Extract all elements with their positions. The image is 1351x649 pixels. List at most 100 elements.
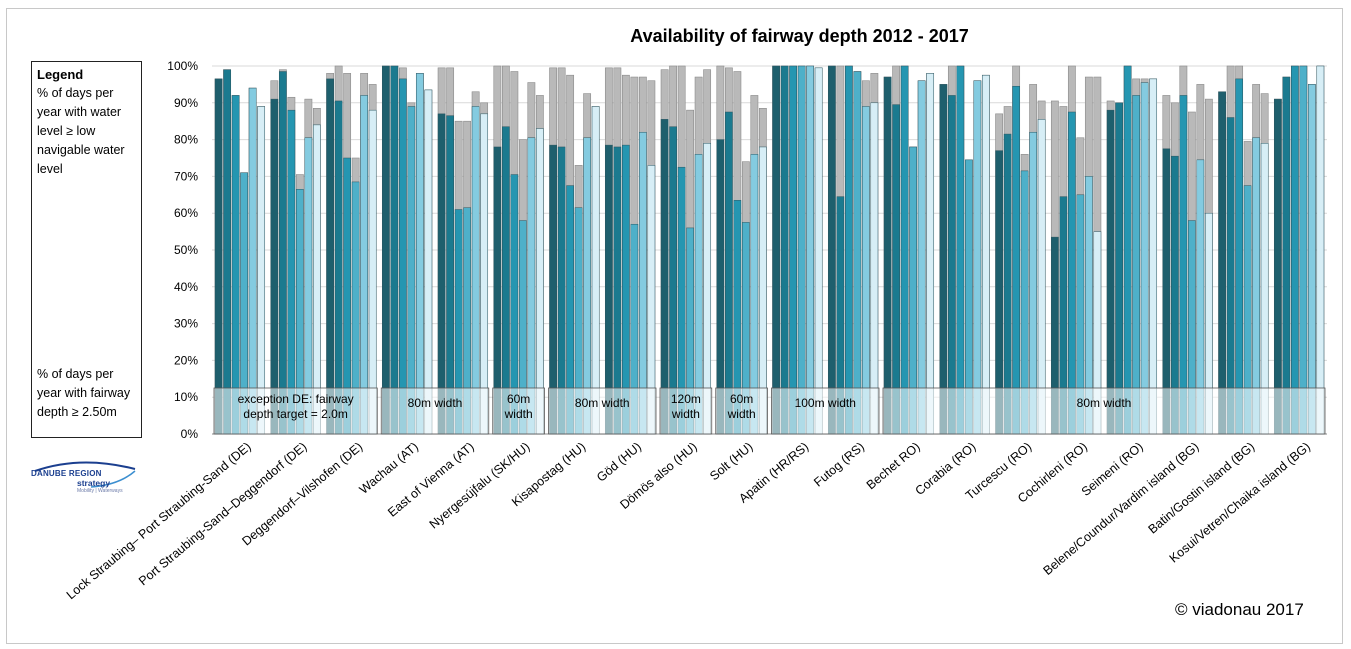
fairway-depth-bar — [1123, 65, 1132, 435]
fairway-depth-bar — [1235, 78, 1243, 435]
fairway-depth-bar — [892, 104, 900, 435]
fairway-depth-bar — [437, 113, 446, 435]
fairway-depth-bar — [1149, 78, 1157, 435]
fairway-depth-bar — [883, 76, 892, 435]
width-annotation-text: depth target = 2.0m — [243, 407, 347, 421]
fairway-depth-bar — [797, 65, 806, 435]
fairway-depth-bar — [360, 95, 368, 435]
width-annotation-text: width — [671, 407, 700, 421]
fairway-depth-bar — [248, 87, 257, 435]
fairway-depth-bar — [368, 109, 377, 435]
chart-frame — [6, 8, 1343, 644]
width-annotation-text: 80m width — [1077, 396, 1132, 410]
y-tick-label: 0% — [181, 427, 199, 441]
legend-box: Legend % of days per year with water lev… — [31, 61, 142, 438]
fairway-depth-bar — [939, 84, 948, 435]
chart-title: Availability of fairway depth 2012 - 201… — [630, 26, 968, 46]
fairway-depth-bar — [1037, 119, 1046, 435]
width-annotation-box — [213, 387, 378, 435]
fairway-depth-bar — [806, 65, 814, 435]
width-annotation-box — [771, 387, 880, 435]
width-annotation-box — [659, 387, 713, 435]
fairway-depth-bar — [973, 80, 982, 435]
fairway-depth-bar — [1115, 102, 1123, 435]
y-tick-label: 20% — [174, 353, 198, 367]
fairway-depth-bar — [424, 89, 433, 435]
fairway-depth-bar — [862, 106, 870, 435]
fairway-depth-bar — [399, 78, 407, 435]
width-annotation-box — [548, 387, 657, 435]
fairway-depth-bar — [416, 73, 424, 435]
fairway-depth-bar — [853, 71, 862, 435]
x-tick-label: Futog (RS) — [811, 440, 867, 490]
width-annotation-box — [882, 387, 1326, 435]
width-annotation-text: exception DE: fairway — [238, 392, 354, 406]
width-annotation-text: 60m — [507, 392, 530, 406]
legend-title: Legend — [37, 67, 84, 82]
fairway-depth-bar — [982, 74, 990, 435]
fairway-depth-bar — [270, 98, 279, 435]
logo-text-tagline: Mobility | Waterways — [77, 488, 123, 494]
fairway-depth-bar — [326, 78, 334, 435]
fairway-depth-bar — [948, 95, 956, 435]
y-tick-label: 100% — [167, 59, 198, 73]
fairway-depth-bar — [1226, 117, 1235, 435]
fairway-depth-bar — [917, 80, 926, 435]
x-tick-label: Göd (HU) — [594, 440, 644, 485]
fairway-depth-bar — [591, 106, 600, 435]
x-tick-label: Batin/Gostin island (BG) — [1146, 440, 1258, 537]
fairway-depth-bar — [257, 106, 265, 435]
fairway-depth-bar — [1179, 95, 1188, 435]
y-tick-label: 90% — [174, 96, 198, 110]
y-tick-label: 10% — [174, 390, 198, 404]
fairway-depth-bar — [1106, 109, 1115, 435]
fairway-depth-bar — [1132, 95, 1140, 435]
danube-region-logo: DANUBE REGION strategy Mobility | Waterw… — [31, 457, 141, 501]
fairway-depth-bar — [780, 65, 789, 435]
width-annotation-text: 80m width — [408, 396, 463, 410]
width-annotation-text: width — [727, 407, 756, 421]
x-tick-label: Nyergesújfalu (SK/HU) — [427, 440, 533, 532]
fairway-depth-bar — [287, 109, 296, 435]
fairway-depth-bar — [334, 100, 343, 435]
y-tick-label: 30% — [174, 317, 198, 331]
fairway-depth-bar — [789, 65, 797, 435]
fairway-depth-bar — [660, 119, 669, 435]
y-tick-label: 70% — [174, 169, 198, 183]
width-annotation-text: width — [504, 407, 533, 421]
fairway-depth-bar — [382, 65, 390, 435]
fairway-depth-bar — [279, 71, 287, 435]
width-annotation-text: 80m width — [575, 396, 630, 410]
fairway-depth-bar — [390, 65, 399, 435]
fairway-depth-bar — [1140, 82, 1149, 435]
fairway-depth-bar — [1282, 76, 1291, 435]
fairway-depth-bar — [223, 69, 231, 435]
fairway-depth-bar — [900, 65, 909, 435]
fairway-depth-bar — [480, 113, 488, 435]
logo-swoosh-icon — [34, 461, 136, 488]
fairway-depth-bar — [471, 106, 480, 435]
fairway-depth-bar — [845, 65, 853, 435]
fairway-depth-bar — [828, 65, 836, 435]
fairway-depth-bar — [772, 65, 780, 435]
width-annotation-text: 60m — [730, 392, 753, 406]
fairway-depth-bar — [1291, 65, 1299, 435]
logo-text-region: DANUBE REGION — [31, 469, 102, 478]
fairway-depth-bar — [1308, 84, 1316, 435]
width-annotation-box — [380, 387, 490, 435]
legend-fairway-text: % of days per year with fairway depth ≥ … — [37, 367, 131, 419]
fairway-depth-bar — [1012, 85, 1020, 435]
fairway-depth-bar — [446, 115, 454, 435]
y-tick-label: 50% — [174, 243, 198, 257]
fairway-depth-bar — [214, 78, 223, 435]
copyright-text: © viadonau 2017 — [1175, 600, 1304, 619]
fairway-depth-bar — [814, 67, 823, 435]
fairway-depth-bar — [1274, 98, 1282, 435]
x-tick-label: Solt (HU) — [707, 440, 755, 484]
fairway-depth-bar — [926, 73, 934, 435]
y-tick-label: 80% — [174, 133, 198, 147]
legend-water-level-text: % of days per year with water level ≥ lo… — [37, 86, 125, 176]
fairway-depth-bar — [1316, 65, 1325, 435]
width-annotation-box — [492, 387, 545, 435]
y-tick-label: 40% — [174, 280, 198, 294]
